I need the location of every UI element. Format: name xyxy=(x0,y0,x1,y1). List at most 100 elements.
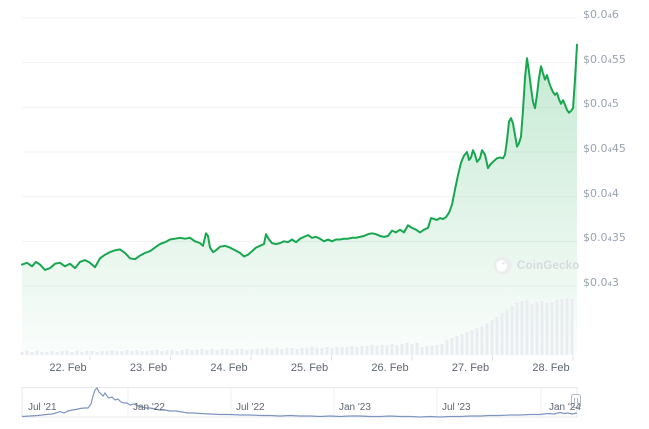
volume-bar xyxy=(265,348,269,355)
volume-bar xyxy=(395,345,399,355)
volume-bar xyxy=(440,344,444,355)
volume-bar xyxy=(400,344,404,355)
volume-bar xyxy=(105,351,109,355)
coingecko-watermark-text: CoinGecko xyxy=(517,259,580,272)
volume-bar xyxy=(260,349,264,355)
navigator-series-line xyxy=(21,386,578,418)
volume-bar xyxy=(390,344,394,355)
volume-bar xyxy=(165,350,169,355)
volume-bar xyxy=(115,351,119,355)
volume-bar xyxy=(385,345,389,355)
volume-bar xyxy=(130,351,134,355)
x-axis-label: 28. Feb xyxy=(532,362,570,374)
price-area-fill xyxy=(22,44,577,356)
price-line xyxy=(21,43,578,271)
volume-bar xyxy=(135,350,139,355)
navigator-axis-label: Jan '23 xyxy=(339,402,371,413)
volume-bar xyxy=(425,346,429,355)
volume-bar xyxy=(65,351,69,355)
volume-bar xyxy=(345,347,349,355)
volume-bar xyxy=(300,348,304,355)
volume-bar xyxy=(170,350,174,355)
volume-bar xyxy=(275,348,279,355)
x-axis-label: 25. Feb xyxy=(290,362,329,374)
volume-bar xyxy=(20,352,24,355)
y-axis-label: $0.0₄55 xyxy=(583,52,626,66)
x-axis-label: 23. Feb xyxy=(129,362,168,374)
volume-bar xyxy=(560,299,564,355)
navigator-handle[interactable] xyxy=(571,394,581,408)
volume-bar xyxy=(160,351,164,355)
volume-bar xyxy=(70,352,74,355)
volume-bar xyxy=(430,346,434,355)
volume-bar xyxy=(110,350,114,355)
volume-bar xyxy=(410,344,414,355)
y-axis-label: $0.0₄3 xyxy=(583,276,619,289)
volume-bar xyxy=(50,351,54,355)
volume-bar xyxy=(120,351,124,355)
volume-bar xyxy=(25,351,29,355)
volume-bar xyxy=(190,350,194,355)
volume-bar xyxy=(475,328,479,355)
volume-bar xyxy=(330,348,334,355)
volume-bar xyxy=(485,323,489,355)
volume-bar xyxy=(490,320,494,355)
volume-bar xyxy=(510,306,514,355)
volume-bar xyxy=(540,301,544,355)
volume-bar xyxy=(185,349,189,355)
volume-bar xyxy=(535,302,539,355)
volume-bar xyxy=(470,330,474,355)
volume-bar xyxy=(205,350,209,355)
navigator-axis-label: Jan '22 xyxy=(133,402,165,413)
volume-bar xyxy=(435,345,439,355)
navigator-track[interactable] xyxy=(21,387,578,418)
volume-bar xyxy=(550,302,554,355)
volume-bar xyxy=(495,317,499,355)
volume-bar xyxy=(210,349,214,355)
volume-bar xyxy=(520,301,524,355)
volume-bar xyxy=(370,345,374,355)
volume-bar xyxy=(150,350,154,355)
navigator-axis-label: Jul '21 xyxy=(28,402,57,413)
volume-bar xyxy=(380,345,384,355)
volume-bar xyxy=(415,343,419,355)
volume-bar xyxy=(75,351,79,355)
volume-bar xyxy=(355,347,359,355)
volume-bar xyxy=(405,343,409,355)
volume-bar xyxy=(555,300,559,355)
volume-bar xyxy=(235,349,239,355)
volume-bar xyxy=(45,352,49,355)
navigator-axis-label: Jul '23 xyxy=(442,402,471,413)
volume-bar xyxy=(565,298,569,355)
volume-bar xyxy=(500,313,504,355)
volume-bar xyxy=(310,347,314,355)
volume-bar xyxy=(155,350,159,355)
volume-bar xyxy=(40,352,44,355)
volume-bar xyxy=(305,348,309,355)
volume-bar xyxy=(180,350,184,355)
volume-bar xyxy=(60,351,64,355)
volume-bar xyxy=(240,349,244,355)
volume-bar xyxy=(255,349,259,355)
volume-bar xyxy=(325,347,329,355)
volume-bar xyxy=(30,352,34,355)
volume-bar xyxy=(465,332,469,355)
volume-bar xyxy=(225,349,229,355)
navigator-axis-label: Jan '24 xyxy=(549,402,581,413)
volume-bar xyxy=(445,340,449,355)
y-axis-label: $0.0₄4 xyxy=(583,186,619,200)
volume-bar xyxy=(125,350,129,355)
volume-bar xyxy=(215,350,219,355)
volume-bar xyxy=(340,347,344,355)
volume-bar xyxy=(545,303,549,355)
volume-bar xyxy=(375,346,379,355)
volume-bar xyxy=(460,334,464,355)
coingecko-watermark: CoinGecko xyxy=(493,256,580,275)
volume-bar xyxy=(145,351,149,355)
volume-bar xyxy=(230,350,234,355)
volume-bar xyxy=(530,304,534,355)
volume-bar xyxy=(200,349,204,355)
volume-bar xyxy=(220,349,224,355)
volume-bar xyxy=(85,351,89,355)
